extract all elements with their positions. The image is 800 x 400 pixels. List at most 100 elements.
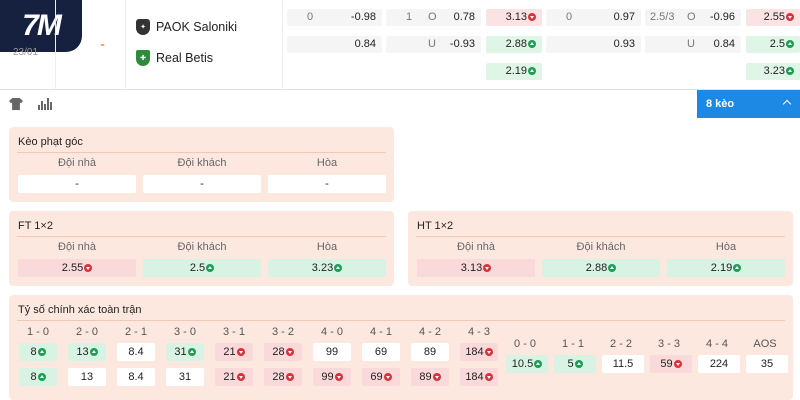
score-odds[interactable]: 89 <box>411 368 449 386</box>
trend-up-icon <box>206 264 215 272</box>
trend-up-icon <box>786 67 794 75</box>
divider <box>416 236 785 237</box>
score-odds[interactable]: 69 <box>362 368 400 386</box>
odds-box[interactable]: 2.88 <box>542 259 660 277</box>
trend-down-icon <box>236 348 245 356</box>
toolbar: 8 kèo <box>0 90 800 118</box>
column-header: Đội khách <box>576 241 626 253</box>
trend-up-icon <box>528 67 536 75</box>
score-odds[interactable]: 13 <box>68 368 106 386</box>
trend-up-icon <box>37 348 46 356</box>
column-header: Đội nhà <box>457 241 495 253</box>
divider <box>282 0 283 90</box>
score-odds[interactable]: 31 <box>166 368 204 386</box>
score-odds[interactable]: 69 <box>362 343 400 361</box>
away-team[interactable]: ✚ Real Betis <box>136 50 213 66</box>
odds-box[interactable]: - <box>143 175 261 193</box>
odds-cell[interactable]: 2.88 <box>486 36 542 53</box>
trend-up-icon <box>187 348 196 356</box>
odds-box[interactable]: 2.5 <box>143 259 261 277</box>
trend-down-icon <box>786 13 794 21</box>
odds-cell[interactable]: 2.5 <box>746 36 800 53</box>
trend-up-icon <box>334 264 343 272</box>
trend-down-icon <box>334 373 343 381</box>
odds-cell[interactable]: 3.13 <box>486 9 542 26</box>
panel-title: FT 1×2 <box>18 220 53 232</box>
score-odds[interactable]: 35 <box>746 355 788 373</box>
odds-cell[interactable]: U -0.93 <box>386 36 481 53</box>
score-label: 3 - 2 <box>271 326 294 338</box>
divider <box>17 320 785 321</box>
score-odds[interactable]: 5 <box>554 355 596 373</box>
home-team-name: PAOK Saloniki <box>156 20 238 34</box>
odds-cell[interactable]: 0.93 <box>546 36 641 53</box>
score-label: 1 - 0 <box>26 326 49 338</box>
score-odds[interactable]: 10.5 <box>506 355 548 373</box>
score-label: 2 - 2 <box>609 338 632 350</box>
odds-cell[interactable]: U 0.84 <box>645 36 741 53</box>
odds-box[interactable]: - <box>18 175 136 193</box>
shirt-icon[interactable] <box>9 98 23 110</box>
odds-cell[interactable]: 3.23 <box>746 63 800 80</box>
match-row: 7M 23/01 - ✦ PAOK Saloniki ✚ Real Betis … <box>0 0 800 90</box>
trend-up-icon <box>89 348 98 356</box>
odds-box[interactable]: 2.19 <box>667 259 785 277</box>
chevron-up-icon <box>782 99 792 109</box>
paok-crest-icon: ✦ <box>136 19 150 35</box>
score-label: AOS <box>753 338 777 350</box>
panel-title: Kèo phạt góc <box>18 136 83 148</box>
column-header: Hòa <box>316 157 338 169</box>
score-odds[interactable]: 8 <box>19 368 57 386</box>
odds-cell[interactable]: 1 O 0.78 <box>386 9 481 26</box>
score-label: 2 - 0 <box>75 326 98 338</box>
score-odds[interactable]: 99 <box>313 368 351 386</box>
score-odds[interactable]: 8.4 <box>117 343 155 361</box>
score-odds[interactable]: 224 <box>698 355 740 373</box>
odds-cell[interactable]: 0 -0.98 <box>287 9 382 26</box>
odds-box[interactable]: - <box>268 175 386 193</box>
brand-logo[interactable]: 7M <box>0 0 82 52</box>
score-odds[interactable]: 184 <box>460 343 498 361</box>
score-label: 4 - 2 <box>418 326 441 338</box>
score-odds[interactable]: 28 <box>264 343 302 361</box>
score-odds[interactable]: 99 <box>313 343 351 361</box>
stats-icon[interactable] <box>38 98 52 110</box>
divider <box>17 236 386 237</box>
odds-cell[interactable]: 0 0.97 <box>546 9 641 26</box>
trend-down-icon <box>528 13 536 21</box>
score-odds[interactable]: 31 <box>166 343 204 361</box>
divider <box>17 152 386 153</box>
panel-title: Tỷ số chính xác toàn trận <box>18 304 142 316</box>
odds-cell[interactable]: 0.84 <box>287 36 382 53</box>
score-odds[interactable]: 21 <box>215 343 253 361</box>
column-header: Hòa <box>715 241 737 253</box>
trend-down-icon <box>236 373 245 381</box>
odds-cell[interactable]: 2.55 <box>746 9 800 26</box>
odds-cell[interactable]: 2.19 <box>486 63 542 80</box>
match-date: 23/01 <box>13 47 39 58</box>
score-odds[interactable]: 21 <box>215 368 253 386</box>
trend-down-icon <box>84 264 93 272</box>
odds-box[interactable]: 2.55 <box>18 259 136 277</box>
score-odds[interactable]: 89 <box>411 343 449 361</box>
score-odds[interactable]: 28 <box>264 368 302 386</box>
score-label: 1 - 1 <box>561 338 584 350</box>
trend-up-icon <box>608 264 617 272</box>
trend-down-icon <box>285 373 294 381</box>
odds-box[interactable]: 3.23 <box>268 259 386 277</box>
odds-box[interactable]: 3.13 <box>417 259 535 277</box>
score-odds[interactable]: 8.4 <box>117 368 155 386</box>
odds-count-button[interactable]: 8 kèo <box>697 90 800 118</box>
odds-cell[interactable]: 2.5/3 O -0.96 <box>645 9 741 26</box>
score-label: 4 - 3 <box>467 326 490 338</box>
score-odds[interactable]: 8 <box>19 343 57 361</box>
column-header: Đội nhà <box>58 241 96 253</box>
home-team[interactable]: ✦ PAOK Saloniki <box>136 19 237 35</box>
score-label: 3 - 0 <box>173 326 196 338</box>
score-odds[interactable]: 59 <box>650 355 692 373</box>
score-odds[interactable]: 13 <box>68 343 106 361</box>
score-odds[interactable]: 11.5 <box>602 355 644 373</box>
trend-up-icon <box>528 40 536 48</box>
betis-crest-icon: ✚ <box>136 50 150 66</box>
score-odds[interactable]: 184 <box>460 368 498 386</box>
